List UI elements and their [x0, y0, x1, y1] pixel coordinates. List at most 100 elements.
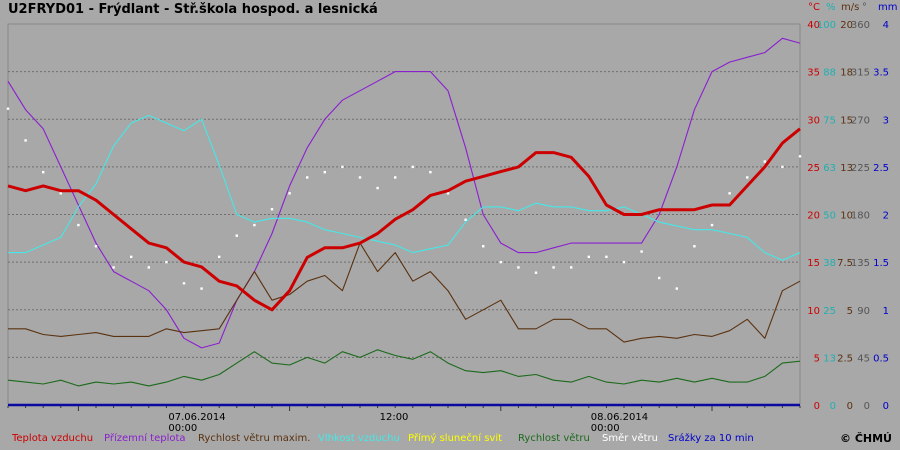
legend-ground-temperature: Přízemní teplota: [104, 433, 186, 444]
chmu-credit: © ČHMÚ: [840, 432, 892, 445]
wind-direction-point: [200, 287, 203, 290]
y-tick-label: 20: [840, 20, 853, 31]
y-tick-label: 75: [823, 115, 836, 126]
y-tick-label: 5: [847, 306, 853, 317]
x-date-label: 08.06.2014: [591, 412, 648, 423]
y-tick-label: 180: [851, 211, 870, 222]
wind-direction-point: [77, 223, 80, 227]
y-tick-label: 18: [840, 68, 853, 79]
legend-wind-direction: Směr větru: [602, 433, 658, 444]
wind-direction-point: [482, 245, 485, 248]
wind-direction-point: [570, 266, 573, 269]
legend-precipitation: Srážky za 10 min: [668, 433, 754, 444]
wind-speed-line: [7, 349, 801, 387]
wind-direction-point: [446, 192, 450, 195]
x-time-label: 12:00: [380, 412, 409, 423]
wind-direction-point: [130, 255, 133, 259]
wind-direction-point: [534, 271, 538, 274]
y-tick-label: 38: [823, 258, 836, 269]
series-layer: [6, 37, 802, 387]
wind-direction-point: [622, 260, 626, 264]
x-date-label: 07.06.2014: [168, 412, 225, 423]
axis-unit-precipitation: mm: [878, 2, 898, 13]
wind-direction-point: [218, 255, 221, 259]
wind-direction-point: [42, 170, 45, 174]
y-tick-label: 30: [807, 115, 820, 126]
humidity-line: [8, 114, 801, 261]
wind-direction-point: [94, 245, 98, 248]
wind-direction-point: [341, 165, 344, 169]
y-tick-label: 20: [807, 211, 820, 222]
y-tick-label: 40: [807, 20, 820, 31]
y-tick-label: 25: [807, 163, 820, 174]
wind-direction-point: [253, 223, 256, 227]
y-tick-label: 4: [883, 20, 889, 31]
wind-direction-point: [270, 208, 274, 211]
y-tick-label: 315: [851, 68, 870, 79]
y-tick-label: 7.5: [837, 258, 853, 269]
wind-direction-point: [464, 218, 467, 221]
y-tick-label: 0: [847, 401, 853, 412]
y-tick-label: 0: [814, 401, 820, 412]
y-tick-label: 10: [807, 306, 820, 317]
y-tick-label: 88: [823, 68, 836, 79]
wind-direction-point: [24, 139, 27, 142]
y-tick-label: 13: [823, 353, 836, 364]
ground-temperature-line: [7, 37, 801, 349]
wind-direction-point: [358, 176, 362, 179]
legend-wind-speed: Rychlost větru: [518, 433, 590, 444]
legend-humidity: Vlhkost vzduchu: [318, 433, 400, 444]
wind-gust-line: [8, 242, 801, 343]
wind-direction-point: [710, 223, 714, 227]
y-tick-label: 100: [817, 20, 836, 31]
legend-temperature: Teplota vzduchu: [12, 433, 94, 444]
x-time-label: 00:00: [591, 423, 620, 434]
wind-direction-point: [763, 160, 766, 163]
y-tick-label: 3.5: [873, 68, 889, 79]
wind-direction-point: [6, 107, 10, 110]
axis-unit-wind-direction: °: [862, 2, 867, 13]
y-tick-label: 1.5: [873, 258, 889, 269]
legend-wind-gust: Rychlost větru maxim.: [198, 433, 311, 444]
wind-direction-point: [147, 266, 150, 269]
y-tick-label: 0: [830, 401, 836, 412]
y-axes: 4035302520151050100887563503825130201815…: [807, 20, 889, 412]
wind-direction-point: [376, 186, 379, 190]
wind-direction-point: [781, 165, 784, 169]
wind-direction-point: [587, 255, 590, 259]
wind-direction-point: [411, 165, 414, 169]
y-tick-label: 15: [840, 115, 853, 126]
wind-direction-point: [517, 266, 520, 269]
y-tick-label: 35: [807, 68, 820, 79]
wind-direction-point: [552, 266, 555, 269]
y-tick-label: 63: [823, 163, 836, 174]
y-tick-label: 90: [857, 306, 870, 317]
wind-direction-point: [728, 192, 731, 195]
y-tick-label: 3: [883, 115, 889, 126]
y-tick-label: 2.5: [837, 353, 853, 364]
x-time-label: 00:00: [168, 423, 197, 434]
wind-direction-point: [182, 282, 186, 285]
y-tick-label: 225: [851, 163, 870, 174]
axis-unit-humidity: %: [826, 2, 836, 13]
wind-direction-point: [605, 255, 608, 259]
y-tick-label: 50: [823, 211, 836, 222]
y-tick-label: 5: [814, 353, 820, 364]
wind-direction-point: [658, 276, 661, 280]
wind-direction-point: [323, 170, 326, 174]
axis-unit-temperature: °C: [808, 2, 820, 13]
y-tick-label: 0: [883, 401, 889, 412]
wind-direction-point: [693, 245, 696, 248]
wind-direction-point: [429, 170, 432, 174]
y-tick-label: 2.5: [873, 163, 889, 174]
y-tick-label: 360: [851, 20, 870, 31]
y-tick-label: 0.5: [873, 353, 889, 364]
wind-direction-point: [112, 266, 115, 269]
page-title: U2FRYD01 - Frýdlant - Stř.škola hospod. …: [8, 2, 378, 17]
wind-direction-point: [640, 250, 643, 253]
wind-direction-point: [675, 287, 678, 290]
y-tick-label: 270: [851, 115, 870, 126]
wind-direction-point: [499, 260, 502, 264]
